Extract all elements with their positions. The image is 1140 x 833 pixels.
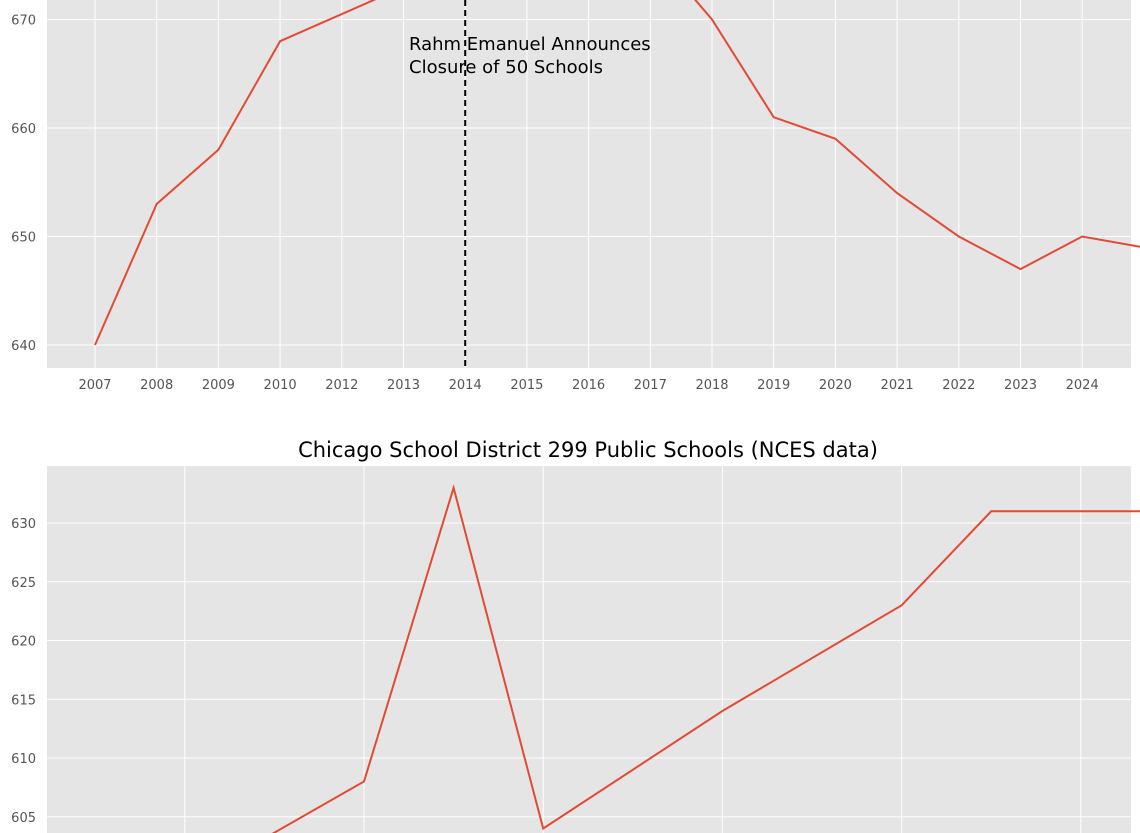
- x-tick-label: 2021: [881, 378, 914, 393]
- x-tick-label: 2024: [1066, 378, 1099, 393]
- y-tick-label: 670: [11, 14, 36, 29]
- y-tick-label: 650: [11, 231, 36, 246]
- y-tick-label: 640: [11, 339, 36, 354]
- x-tick-label: 2017: [634, 378, 667, 393]
- y-tick-label: 620: [11, 635, 36, 650]
- x-tick-label: 2018: [695, 378, 728, 393]
- x-tick-label: 2010: [264, 378, 297, 393]
- y-tick-label: 660: [11, 122, 36, 137]
- x-tick-label: 2020: [819, 378, 852, 393]
- x-tick-label: 2014: [449, 378, 482, 393]
- y-tick-label: 615: [11, 693, 36, 708]
- y-tick-label: 630: [11, 517, 36, 532]
- enrollment-chart: 640 650 660 670 2007 2008 2009 2010 2012 2013 201…: [11, 0, 1140, 393]
- x-tick-label: 2022: [942, 378, 975, 393]
- plot-area-bottom: [47, 466, 1131, 833]
- annotation-line-1: Rahm Emanuel Announces: [409, 34, 651, 55]
- x-tick-label: 2013: [387, 378, 420, 393]
- y-tick-label: 610: [11, 752, 36, 767]
- chart-title: Chicago School District 299 Public Schoo…: [298, 438, 878, 462]
- y-tick-label: 625: [11, 576, 36, 591]
- series-line-bottom: [271, 484, 1140, 833]
- schools-chart: Chicago School District 299 Public Schoo…: [11, 438, 1140, 833]
- x-tick-label: 2012: [325, 378, 358, 393]
- x-tick-label: 2019: [757, 378, 790, 393]
- x-tick-label: 2009: [202, 378, 235, 393]
- x-tick-label: 2007: [78, 378, 111, 393]
- annotation-line-2: Closure of 50 Schools: [409, 57, 603, 78]
- x-tick-label: 2008: [140, 378, 173, 393]
- x-tick-label: 2023: [1004, 378, 1037, 393]
- x-tick-label: 2016: [572, 378, 605, 393]
- y-tick-label: 605: [11, 811, 36, 826]
- series-line-top: [94, 0, 1140, 346]
- x-tick-label: 2015: [510, 378, 543, 393]
